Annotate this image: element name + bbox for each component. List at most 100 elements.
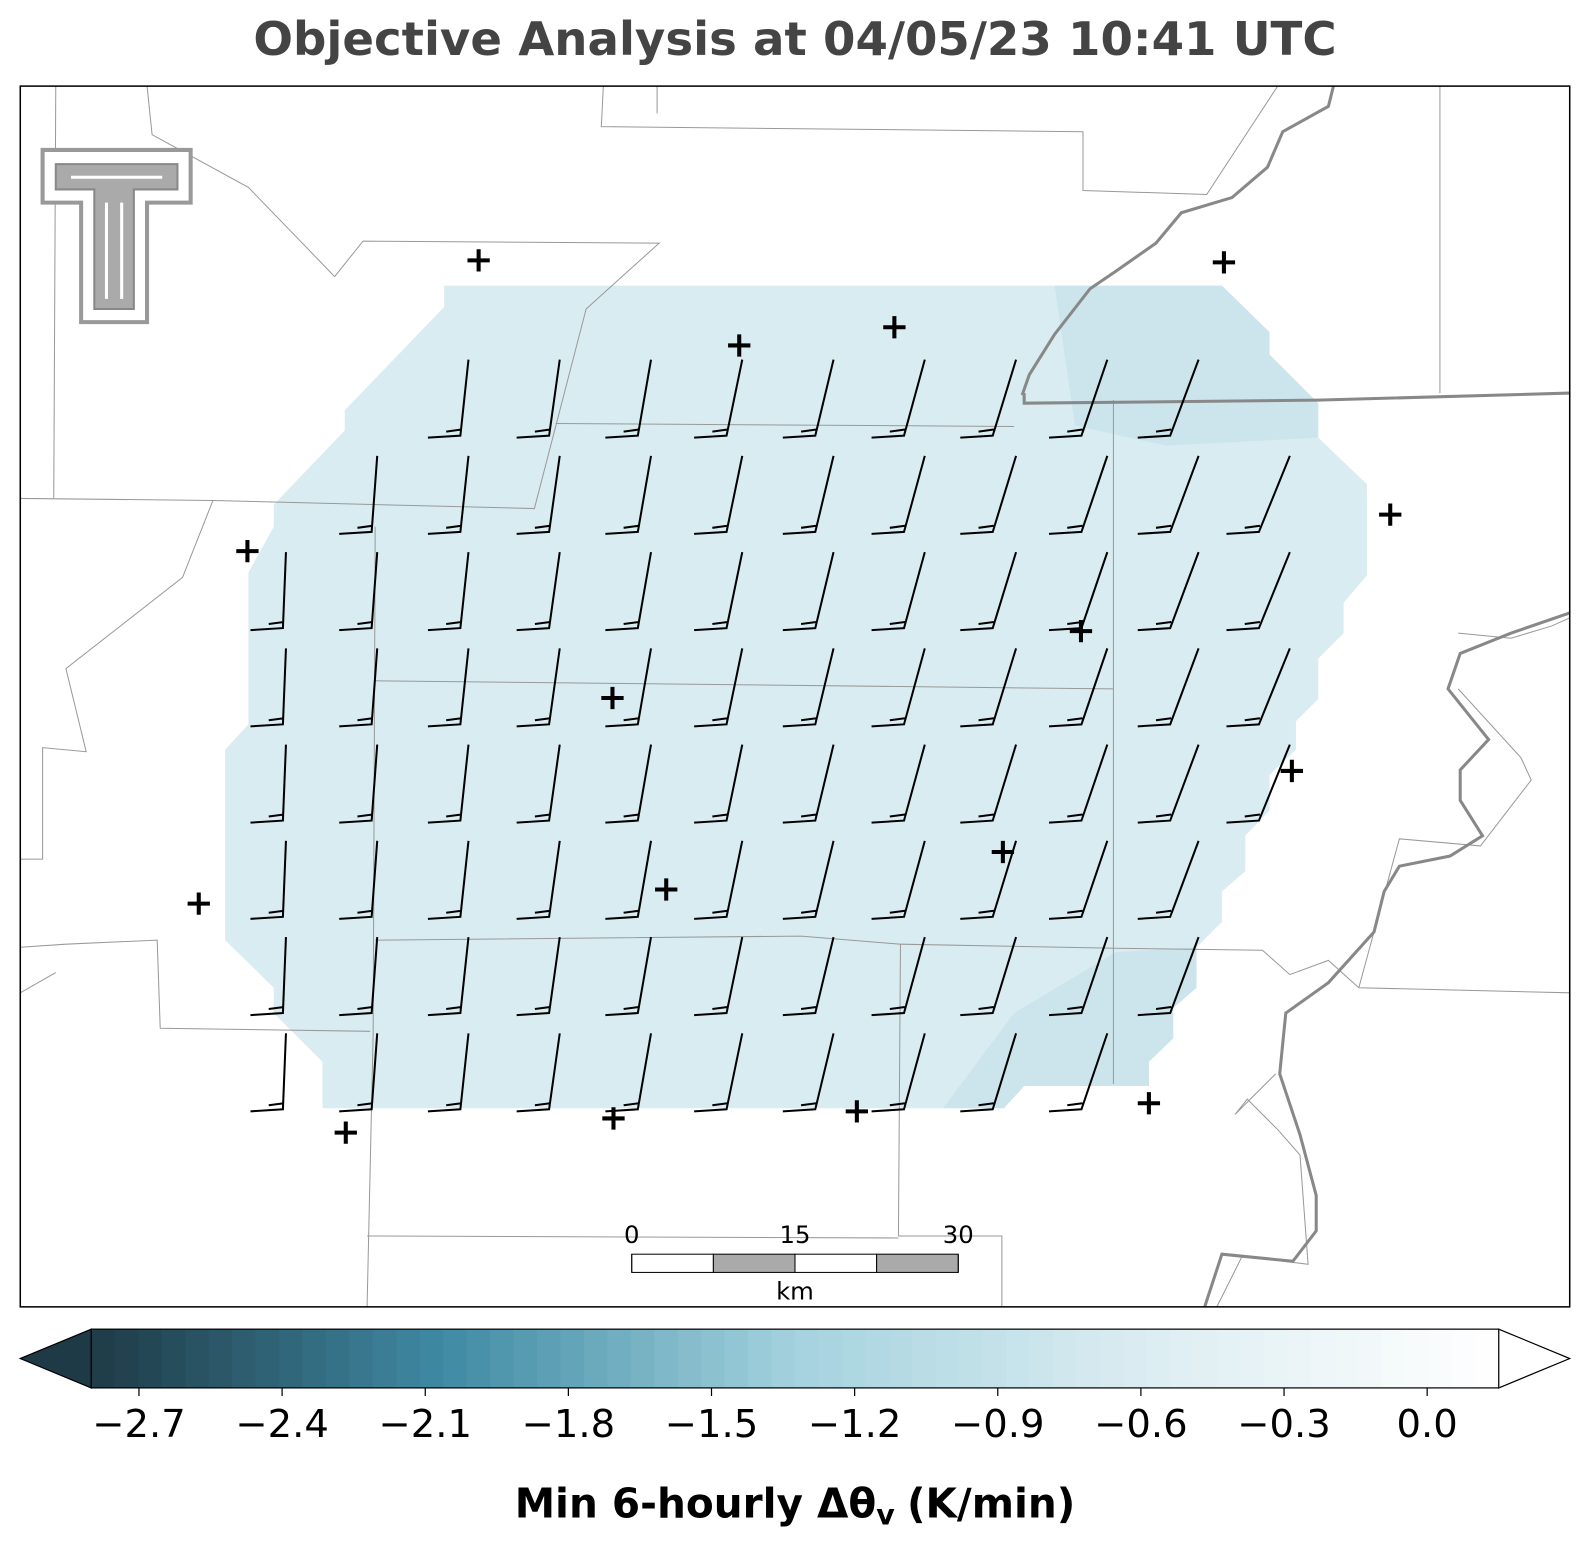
colorbar-segment — [701, 1329, 726, 1388]
wind-barb — [1048, 936, 1109, 1017]
scale-bar-segment — [876, 1253, 959, 1273]
wind-barb — [960, 840, 1018, 920]
wind-barb — [605, 455, 653, 535]
wind-barb — [605, 648, 653, 728]
wind-barb — [427, 359, 470, 439]
station — [883, 316, 906, 339]
wind-barb — [516, 936, 561, 1017]
colorbar-segment — [1076, 1329, 1101, 1388]
colorbar-segment — [1381, 1329, 1406, 1388]
wind-barb — [339, 937, 379, 1017]
colorbar-segment — [1475, 1329, 1500, 1388]
wind-barb — [782, 551, 835, 632]
colorbar-tick-label: −1.2 — [808, 1402, 902, 1447]
colorbar-segment — [1029, 1329, 1054, 1388]
colorbar-segment — [114, 1329, 139, 1388]
wind-barb — [427, 1033, 470, 1113]
wind-barb — [782, 455, 835, 535]
wind-barb — [694, 551, 744, 632]
colorbar: −2.7 −2.4 −2.1 −1.8 −1.5 −1.2 −0.9 −0.6 −0.3 0.0 — [18, 1328, 1572, 1447]
wind-barbs — [250, 359, 1291, 1113]
colorbar-segment — [138, 1329, 163, 1388]
colorbar-segment — [1264, 1329, 1289, 1388]
wind-barb — [782, 840, 835, 920]
wind-barb — [694, 455, 744, 535]
station — [1379, 503, 1402, 526]
wind-barb — [960, 744, 1018, 824]
map: 0 15 30 km — [19, 85, 1571, 1308]
station — [601, 686, 624, 710]
colorbar-segment — [1287, 1329, 1312, 1388]
colorbar-segment — [443, 1329, 468, 1388]
colorbar-segment — [959, 1329, 984, 1388]
colorbar-segment — [935, 1329, 960, 1388]
wind-barb — [250, 648, 287, 728]
wind-barb — [960, 648, 1018, 728]
wind-barb — [694, 1033, 744, 1113]
wind-barb — [782, 936, 835, 1017]
wind-barb — [782, 744, 835, 824]
colorbar-segment — [888, 1329, 913, 1388]
wind-barb — [250, 744, 287, 824]
colorbar-segment — [982, 1329, 1007, 1388]
station — [1069, 620, 1093, 643]
wind-barb — [1048, 1033, 1109, 1113]
station — [655, 878, 678, 901]
wind-barb — [782, 1033, 835, 1113]
analysis-field-low — [1054, 285, 1319, 446]
wind-barb — [1137, 936, 1200, 1017]
colorbar-segment — [325, 1329, 350, 1388]
colorbar-label-main: Min 6-hourly Δθ — [515, 1479, 877, 1527]
wind-barb — [605, 551, 653, 632]
colorbar-segment — [466, 1329, 491, 1388]
colorbar-segment — [490, 1329, 515, 1388]
wind-barb — [605, 1033, 653, 1113]
wind-barb — [250, 840, 287, 920]
scale-bar-unit: km — [776, 1277, 814, 1306]
colorbar-segment — [1428, 1329, 1453, 1388]
wind-barb — [1048, 648, 1109, 728]
station — [728, 334, 751, 357]
scale-bar-label: 15 — [780, 1220, 811, 1249]
wind-barb — [516, 840, 561, 920]
colorbar-segment — [865, 1329, 890, 1388]
wind-barb — [250, 552, 287, 632]
scale-bar-segment — [631, 1253, 714, 1273]
colorbar-segment — [1240, 1329, 1265, 1388]
scale-bar-label: 0 — [624, 1220, 639, 1249]
colorbar-segment — [1099, 1329, 1125, 1388]
colorbar-tick-label: −1.5 — [665, 1402, 759, 1447]
wind-barb — [516, 551, 561, 632]
wind-barb — [339, 744, 379, 824]
wind-barb — [1048, 744, 1109, 824]
colorbar-tick-label: −0.6 — [1094, 1402, 1188, 1447]
wind-barb — [1048, 840, 1109, 920]
colorbar-segment — [1170, 1329, 1195, 1388]
colorbar-segment — [1146, 1329, 1171, 1388]
colorbar-segment — [607, 1329, 632, 1388]
colorbar-segment — [1123, 1329, 1148, 1388]
colorbar-segment — [1311, 1329, 1336, 1388]
station — [236, 539, 259, 563]
wind-barb — [871, 359, 926, 439]
colorbar-segment — [1451, 1329, 1476, 1388]
wind-barb — [694, 744, 744, 824]
colorbar-segment — [91, 1329, 116, 1388]
wind-barb — [960, 455, 1018, 535]
colorbar-segment — [278, 1329, 303, 1388]
scale-bar: 0 15 30 km — [624, 1220, 974, 1306]
wind-barb — [516, 455, 561, 535]
colorbar-outline — [90, 1328, 1500, 1389]
wind-barb — [427, 648, 470, 728]
colorbar-tick-label: −0.3 — [1237, 1402, 1331, 1447]
station — [991, 840, 1015, 864]
wind-barb — [871, 455, 926, 535]
wind-barb — [1137, 455, 1200, 535]
colorbar-segment — [1193, 1329, 1218, 1388]
colorbar-tick-label: 0.0 — [1397, 1402, 1458, 1447]
wind-barb — [250, 1033, 287, 1113]
wind-barb — [516, 744, 561, 824]
colorbar-segment — [677, 1329, 702, 1388]
